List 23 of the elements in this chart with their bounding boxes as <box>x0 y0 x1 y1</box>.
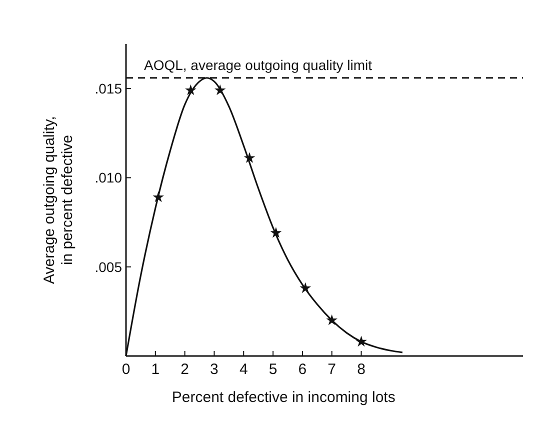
x-tick-label: 2 <box>180 361 189 378</box>
x-tick-label: 3 <box>210 361 218 378</box>
point <box>244 152 256 163</box>
x-tick-label: 0 <box>122 361 130 378</box>
x-tick-label: 6 <box>298 361 307 378</box>
x-axis-title: Percent defective in incoming lots <box>172 389 396 406</box>
point <box>185 84 196 96</box>
ref-line-label: AOQL, average outgoing quality limit <box>144 56 372 73</box>
point <box>356 336 367 347</box>
point <box>326 314 338 326</box>
point <box>152 191 164 202</box>
point <box>214 84 226 96</box>
y-tick-label: .005 <box>94 258 122 275</box>
y-tick-label: .010 <box>94 170 122 186</box>
point <box>270 227 282 238</box>
x-tick-label: 5 <box>268 361 278 378</box>
x-tick-label: 4 <box>239 361 248 378</box>
y-tick-label: .015 <box>94 80 122 97</box>
x-tick-label: 7 <box>328 361 336 378</box>
point <box>300 282 312 294</box>
x-tick-label: 8 <box>357 361 366 378</box>
y-axis-title: Average outgoing quality, in percent defective <box>41 116 76 284</box>
x-tick-label: 1 <box>151 361 160 378</box>
